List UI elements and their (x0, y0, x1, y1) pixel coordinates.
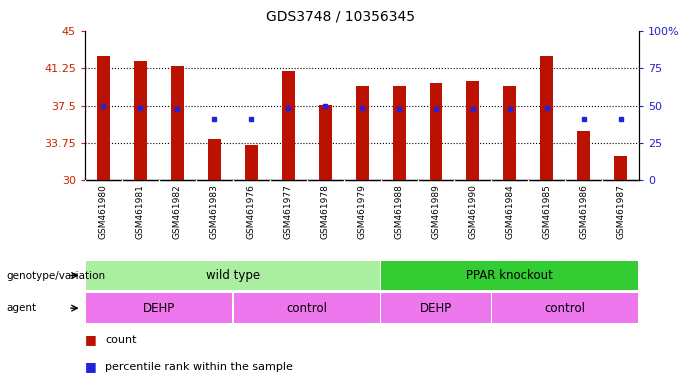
Text: control: control (545, 302, 585, 314)
Text: GSM461988: GSM461988 (394, 184, 403, 239)
Text: PPAR knockout: PPAR knockout (466, 269, 554, 282)
Bar (381, 261, 639, 290)
Text: GSM461983: GSM461983 (210, 184, 219, 239)
Text: control: control (286, 302, 327, 314)
Bar (86, 261, 380, 290)
Text: wild type: wild type (206, 269, 260, 282)
Text: count: count (105, 335, 137, 345)
Text: ■: ■ (85, 333, 97, 346)
Text: DEHP: DEHP (143, 302, 175, 314)
Bar (503, 86, 516, 180)
Text: GSM461986: GSM461986 (579, 184, 588, 239)
Text: GSM461979: GSM461979 (358, 184, 367, 239)
Bar (282, 71, 294, 180)
Bar (381, 293, 491, 323)
Bar (233, 293, 380, 323)
Bar (430, 83, 443, 180)
Bar (97, 56, 110, 180)
Text: GSM461982: GSM461982 (173, 184, 182, 239)
Text: DEHP: DEHP (420, 302, 452, 314)
Bar (319, 104, 332, 180)
Text: ■: ■ (85, 360, 97, 373)
Text: GSM461978: GSM461978 (321, 184, 330, 239)
Text: genotype/variation: genotype/variation (7, 270, 106, 281)
Bar (356, 86, 369, 180)
Text: GSM461989: GSM461989 (432, 184, 441, 239)
Bar (614, 156, 627, 180)
Bar (171, 66, 184, 180)
Bar (541, 56, 554, 180)
Text: GSM461980: GSM461980 (99, 184, 108, 239)
Text: GDS3748 / 10356345: GDS3748 / 10356345 (265, 10, 415, 23)
Bar (492, 293, 639, 323)
Bar (208, 139, 221, 180)
Text: agent: agent (7, 303, 37, 313)
Text: GSM461976: GSM461976 (247, 184, 256, 239)
Bar (134, 61, 147, 180)
Text: GSM461984: GSM461984 (505, 184, 514, 239)
Bar (392, 86, 405, 180)
Bar (466, 81, 479, 180)
Bar (577, 131, 590, 180)
Bar (245, 144, 258, 180)
Text: GSM461981: GSM461981 (136, 184, 145, 239)
Text: GSM461990: GSM461990 (469, 184, 477, 239)
Bar (86, 293, 232, 323)
Text: percentile rank within the sample: percentile rank within the sample (105, 362, 293, 372)
Text: GSM461977: GSM461977 (284, 184, 292, 239)
Text: GSM461985: GSM461985 (543, 184, 551, 239)
Text: GSM461987: GSM461987 (616, 184, 625, 239)
